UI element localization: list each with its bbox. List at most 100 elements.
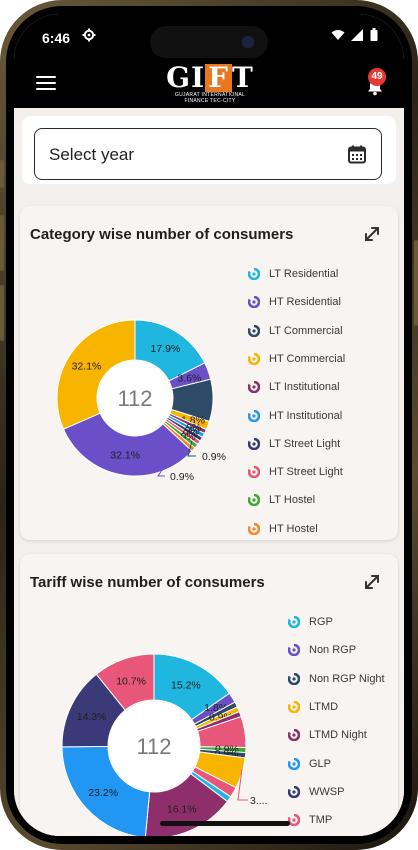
category-consumers-card: Category wise number of consumers 17.9% 3… xyxy=(20,206,398,540)
legend-label: HT Hostel xyxy=(269,522,318,535)
legend-label: WWSP xyxy=(309,785,345,798)
legend-item[interactable]: Non RGP Night xyxy=(288,672,385,685)
slice-label: 23.2% xyxy=(88,787,118,799)
legend-item[interactable]: LT Commercial xyxy=(248,324,343,337)
legend-item[interactable]: GLP xyxy=(288,757,332,770)
legend-label: HT Residential xyxy=(269,296,341,309)
legend-marker-icon xyxy=(248,437,260,450)
tariff-card-title: Tariff wise number of consumers xyxy=(30,574,265,591)
legend-item[interactable]: Non RGP xyxy=(288,644,357,657)
legend-label: LTMD xyxy=(309,700,339,713)
notification-badge: 49 xyxy=(368,68,386,86)
donut-center-value: 112 xyxy=(117,386,152,411)
calendar-icon[interactable] xyxy=(347,144,367,164)
camera-icon xyxy=(242,36,254,48)
legend-marker-icon xyxy=(288,729,300,742)
legend-label: RGP xyxy=(309,616,333,628)
legend-item[interactable]: HT Hostel xyxy=(248,522,318,535)
donut-slice[interactable] xyxy=(95,653,155,711)
legend-marker-icon xyxy=(248,466,260,479)
hamburger-menu-icon[interactable] xyxy=(36,76,56,90)
legend-marker-icon xyxy=(288,814,300,827)
screen: 6:46 GI F T GUJARAT INTERNATIONAL FINANCE … xyxy=(14,14,404,836)
year-select-input[interactable]: Select year xyxy=(34,128,382,180)
donut-center xyxy=(98,361,172,435)
year-filter-card: Select year xyxy=(22,116,396,184)
main-content: Select year Category wise number of cons… xyxy=(14,108,404,836)
donut-slice[interactable] xyxy=(56,319,136,430)
legend-marker-icon xyxy=(248,494,260,507)
app-header: 6:46 GI F T GUJARAT INTERNATIONAL FINANCE … xyxy=(14,14,404,108)
legend-item[interactable]: HT Institutional xyxy=(248,409,343,422)
outside-slice-label: 0.9% xyxy=(202,451,226,463)
legend-marker-icon xyxy=(288,700,300,713)
home-indicator xyxy=(160,821,290,826)
outside-slice-label: 3.... xyxy=(250,795,268,807)
side-button xyxy=(0,160,4,188)
tariff-consumers-card: Tariff wise number of consumers 15.2% 1.8… xyxy=(20,554,398,836)
slice-label: 32.1% xyxy=(110,450,140,462)
legend-item[interactable]: HT Residential xyxy=(248,296,341,309)
status-bar: 6:46 xyxy=(42,28,378,48)
legend-marker-icon xyxy=(288,785,300,798)
cellular-icon xyxy=(351,28,363,41)
legend-item[interactable]: LT Street Light xyxy=(248,437,340,450)
legend-marker-icon xyxy=(288,757,300,770)
slice-label: 15.2% xyxy=(171,679,201,691)
legend-label: LT Institutional xyxy=(269,381,340,394)
legend-marker-icon xyxy=(288,616,300,628)
volume-down-button xyxy=(0,285,4,341)
donut-slice[interactable] xyxy=(61,745,151,836)
legend-label: Non RGP Night xyxy=(309,672,385,685)
expand-icon[interactable] xyxy=(362,572,382,592)
gift-city-logo: GI F T GUJARAT INTERNATIONAL FINANCE TEC-C… xyxy=(166,61,254,105)
slice-label: 10.7% xyxy=(116,675,146,687)
legend-marker-icon xyxy=(248,268,260,280)
volume-up-button xyxy=(0,215,4,271)
legend-label: HT Street Light xyxy=(269,466,343,479)
slice-label: 3.6% xyxy=(177,372,201,384)
legend-label: LT Commercial xyxy=(269,324,343,337)
legend-item[interactable]: LTMD xyxy=(288,700,339,713)
legend-item[interactable]: LTMD Night xyxy=(288,729,367,742)
donut-slice[interactable] xyxy=(62,412,193,477)
legend-label: GLP xyxy=(309,757,332,770)
leader-line xyxy=(237,768,248,801)
legend-item[interactable]: TMP xyxy=(288,814,332,827)
legend-marker-icon xyxy=(248,381,260,394)
legend-label: LT Hostel xyxy=(269,494,316,507)
slice-label: 14.3% xyxy=(77,711,107,723)
category-donut-chart: 17.9%3.6%1.8%0.9%0.9%0.9%0.9%32.1%32.1%1… xyxy=(56,319,226,483)
legend-item[interactable]: HT Commercial xyxy=(248,352,346,365)
battery-icon xyxy=(370,28,378,41)
gear-icon xyxy=(82,28,96,45)
legend-marker-icon xyxy=(248,296,260,309)
wifi-icon xyxy=(331,29,345,40)
legend-item[interactable]: LT Institutional xyxy=(248,381,340,394)
legend-item[interactable]: LT Hostel xyxy=(248,494,316,507)
legend-item[interactable]: WWSP xyxy=(288,785,345,798)
legend-marker-icon xyxy=(288,644,300,657)
slice-label: 17.9% xyxy=(151,343,181,355)
legend-label: LT Residential xyxy=(269,268,339,280)
system-icons xyxy=(331,28,378,41)
dynamic-island xyxy=(150,26,268,58)
expand-icon[interactable] xyxy=(362,224,382,244)
year-select-placeholder: Select year xyxy=(49,145,135,164)
legend-marker-icon xyxy=(248,409,260,422)
outside-slice-label: 0.9% xyxy=(170,471,194,483)
legend-item[interactable]: RGP xyxy=(288,616,333,628)
category-card-title: Category wise number of consumers xyxy=(30,226,294,243)
slice-label: 16.1% xyxy=(167,804,197,816)
legend-marker-icon xyxy=(248,352,260,365)
tariff-donut-chart: 15.2%1.8%0.9%0.9%0.9%16.1%23.2%14.3%10.7… xyxy=(61,653,268,836)
donut-center-value: 112 xyxy=(136,734,171,759)
donut-slice[interactable] xyxy=(144,773,229,836)
legend-label: HT Commercial xyxy=(269,352,346,365)
legend-item[interactable]: LT Residential xyxy=(248,268,338,280)
leader-line xyxy=(187,440,196,457)
slice-label: 32.1% xyxy=(72,361,102,373)
legend-item[interactable]: HT Street Light xyxy=(248,466,343,479)
legend-label: Non RGP xyxy=(309,644,357,657)
legend-label: HT Institutional xyxy=(269,409,343,422)
